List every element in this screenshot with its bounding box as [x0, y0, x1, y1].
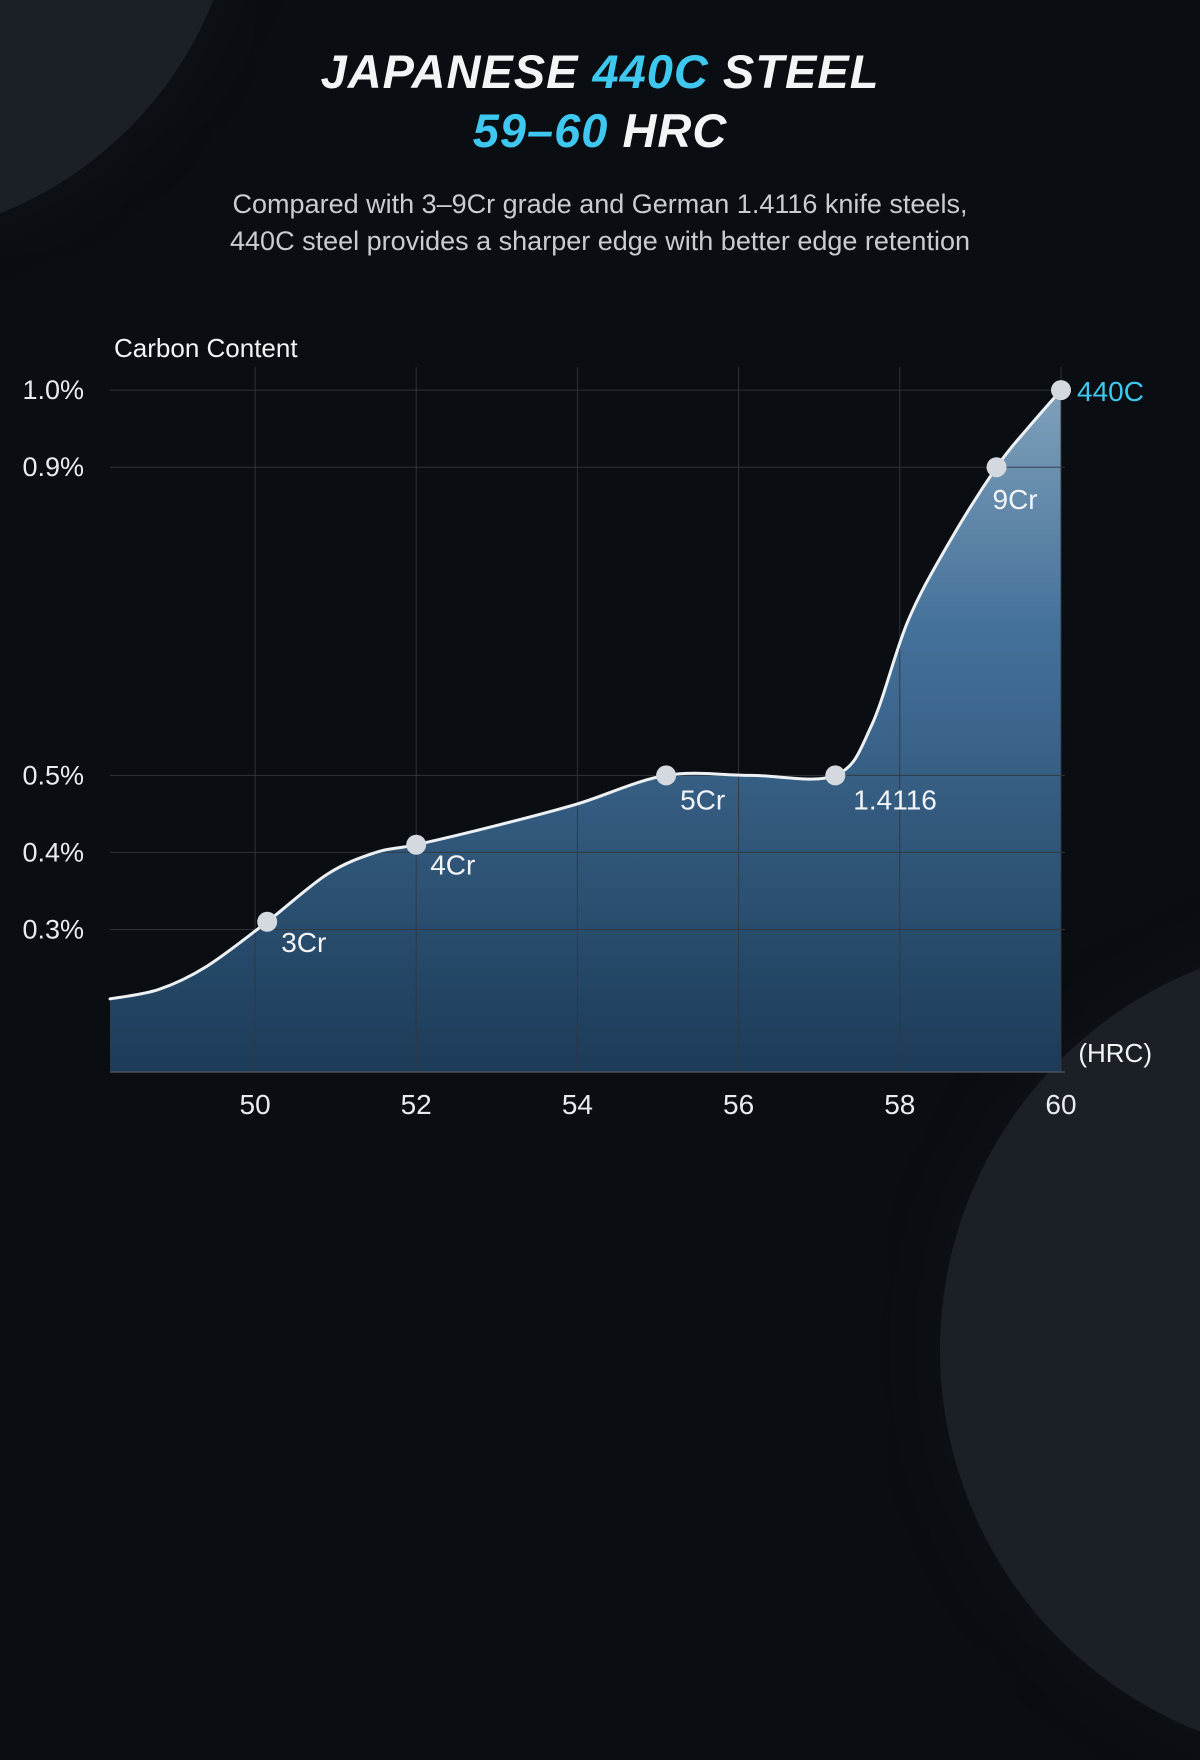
subtitle-line1: Compared with 3–9Cr grade and German 1.4…: [232, 189, 968, 220]
infographic-page: JAPANESE 440C STEEL 59–60 HRC Compared w…: [0, 0, 1200, 1120]
x-tick-label: 56: [723, 1089, 754, 1120]
main-title-line2: 59–60 HRC: [0, 101, 1200, 160]
data-point-440C: [1051, 380, 1071, 401]
y-tick-label: 0.3%: [22, 915, 84, 945]
x-tick-label: 50: [240, 1089, 271, 1120]
x-tick-label: 60: [1045, 1089, 1076, 1120]
title-accent-440c: 440C: [592, 45, 709, 98]
x-tick-label: 58: [884, 1089, 915, 1120]
x-tick-label: 52: [401, 1089, 432, 1120]
point-label-1.4116: 1.4116: [853, 785, 937, 816]
title-accent-hrc-range: 59–60: [472, 104, 609, 158]
point-label-3Cr: 3Cr: [281, 927, 326, 958]
y-tick-label: 1.0%: [22, 375, 84, 405]
y-tick-label: 0.4%: [22, 838, 84, 868]
data-point-9Cr: [986, 457, 1007, 478]
point-label-5Cr: 5Cr: [680, 785, 725, 816]
title-text: STEEL: [708, 45, 880, 98]
title-text: JAPANESE: [320, 45, 593, 98]
title-text: HRC: [608, 104, 728, 158]
point-label-4Cr: 4Cr: [430, 850, 475, 881]
carbon-content-chart: Carbon Content (HRC) 1.0% 0.9% 0.5% 0.4% 0.3% 5…: [22, 333, 1152, 1120]
data-point-1.4116: [825, 765, 846, 786]
y-tick-label: 0.5%: [22, 761, 84, 791]
header: JAPANESE 440C STEEL 59–60 HRC Compared w…: [0, 0, 1200, 259]
data-point-5Cr: [656, 765, 677, 786]
y-axis-title: Carbon Content: [114, 333, 298, 363]
data-point-3Cr: [257, 912, 278, 933]
subtitle: Compared with 3–9Cr grade and German 1.4…: [0, 186, 1200, 259]
subtitle-line2: 440C steel provides a sharper edge with …: [230, 225, 970, 256]
x-tick-label: 54: [562, 1089, 593, 1120]
y-tick-label: 0.9%: [22, 453, 84, 483]
point-label-9Cr: 9Cr: [993, 485, 1038, 516]
main-title-line1: JAPANESE 440C STEEL: [0, 42, 1200, 101]
point-label-440C: 440C: [1077, 376, 1144, 407]
x-axis-unit-label: (HRC): [1078, 1038, 1152, 1068]
carbon-area-fill: [110, 390, 1061, 1073]
data-point-4Cr: [406, 835, 427, 856]
